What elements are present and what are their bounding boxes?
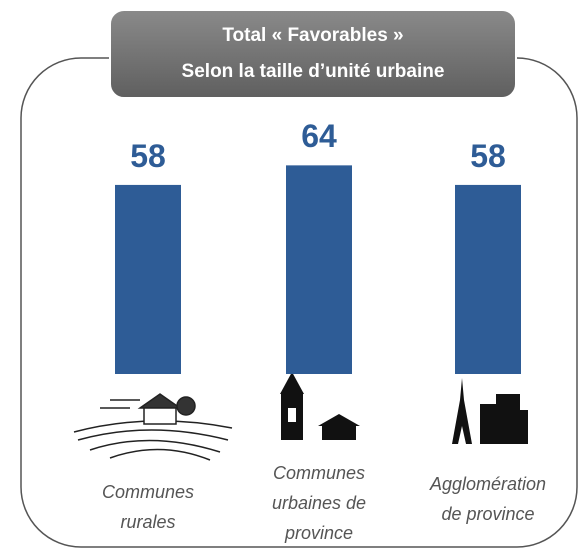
title-box [109,9,517,99]
category-label: Communes rurales [101,482,195,532]
icon-city [452,378,528,444]
value-label: 58 [470,137,506,174]
chart-title: Total « Favorables » Selon la taille d’u… [181,25,445,82]
category-label: Agglomération de province [429,474,547,524]
value-label: 64 [301,118,337,155]
bar [115,184,181,374]
category-label: Communes urbaines de province [271,463,367,543]
value-label: 58 [130,137,166,174]
bar [286,165,352,374]
bar [455,184,521,374]
icon-town [280,364,360,440]
icon-rural [73,393,233,461]
